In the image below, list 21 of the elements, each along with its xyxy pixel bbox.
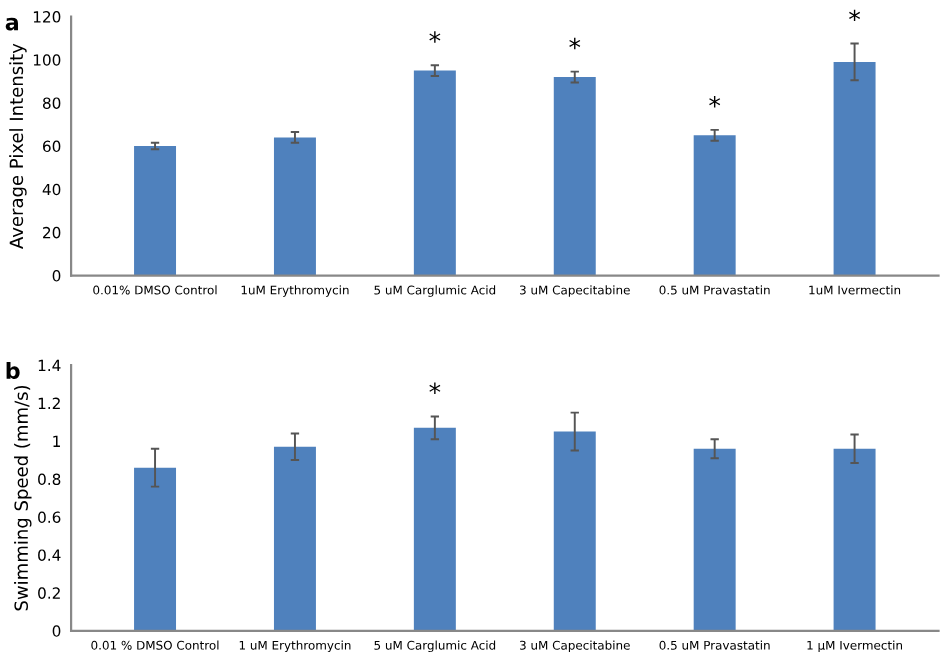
y-axis-title: Average Pixel Intensity bbox=[9, 43, 27, 249]
text: a bbox=[5, 17, 18, 31]
annotation: * bbox=[429, 31, 441, 43]
bar bbox=[413, 427, 456, 631]
bar bbox=[693, 448, 736, 631]
y-axis-title: Swimming Speed (mm/s) bbox=[14, 385, 32, 611]
bar bbox=[833, 448, 876, 631]
annotation: * bbox=[569, 37, 581, 50]
bar bbox=[134, 146, 177, 276]
bar bbox=[413, 70, 456, 276]
bar bbox=[134, 467, 177, 631]
bar bbox=[273, 137, 316, 276]
bar bbox=[273, 446, 316, 631]
bar bbox=[553, 77, 596, 276]
bar bbox=[833, 61, 876, 276]
bar bbox=[553, 431, 596, 631]
bar bbox=[693, 135, 736, 276]
text: b bbox=[6, 361, 20, 380]
annotation: * bbox=[849, 9, 861, 22]
annotation: * bbox=[709, 96, 721, 108]
annotation: * bbox=[429, 382, 441, 394]
